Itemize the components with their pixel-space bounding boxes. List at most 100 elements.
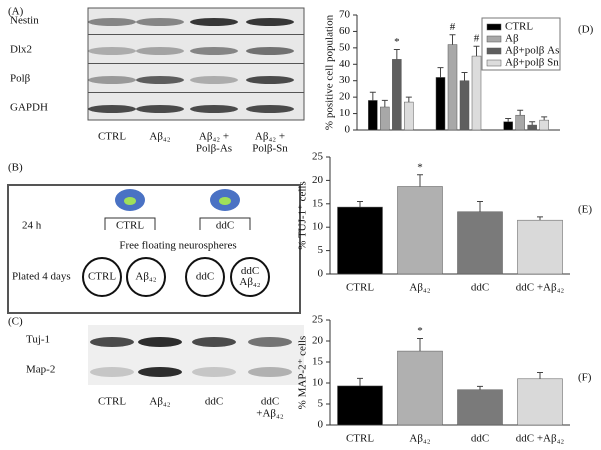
y-tick-label: 20 bbox=[312, 335, 324, 347]
blot-band bbox=[136, 47, 184, 55]
blot-band bbox=[248, 337, 292, 347]
error-bar bbox=[505, 118, 512, 122]
bar bbox=[368, 100, 378, 131]
legend-label: CTRL bbox=[505, 21, 533, 33]
lane-label: ddC bbox=[205, 396, 223, 408]
y-tick-label: 15 bbox=[312, 356, 324, 368]
group-label: CTRL bbox=[116, 220, 144, 232]
error-bar bbox=[381, 99, 388, 107]
blot-band bbox=[138, 367, 182, 377]
error-bar bbox=[477, 385, 483, 390]
y-tick-label: 20 bbox=[339, 91, 351, 103]
error-bar bbox=[537, 372, 543, 379]
significance-mark: * bbox=[394, 36, 400, 48]
bracket bbox=[199, 217, 251, 230]
bar bbox=[435, 77, 446, 131]
well-label: ddC bbox=[241, 265, 259, 277]
x-tick-label: ddC bbox=[471, 433, 489, 445]
bar bbox=[503, 121, 513, 131]
y-tick-label: 5 bbox=[318, 398, 324, 410]
blot-row-label: Nestin bbox=[10, 15, 39, 27]
lane-label: Aβ₄₂ + bbox=[255, 131, 285, 143]
well bbox=[185, 257, 225, 297]
well bbox=[82, 257, 122, 297]
blot-band bbox=[246, 18, 294, 26]
y-tick-label: 50 bbox=[339, 41, 351, 53]
y-tick-label: 0 bbox=[318, 419, 324, 431]
blot-divider bbox=[88, 63, 304, 64]
bracket bbox=[104, 217, 156, 230]
blot-band bbox=[90, 337, 134, 347]
blot-band bbox=[88, 18, 136, 26]
blot-band bbox=[136, 18, 184, 26]
error-bar bbox=[357, 377, 363, 386]
y-axis-label: % TUJ-1⁺ cells bbox=[297, 181, 309, 250]
error-bar bbox=[541, 116, 548, 121]
bar bbox=[457, 389, 503, 426]
blot-band bbox=[248, 367, 292, 377]
error-bar bbox=[417, 337, 423, 352]
x-tick-label: Aβ₄₂ bbox=[409, 433, 430, 445]
blot-band bbox=[90, 367, 134, 377]
legend-label: Aβ bbox=[505, 33, 519, 45]
legend-swatch bbox=[486, 23, 502, 31]
legend-swatch bbox=[486, 47, 502, 55]
panel-label: (E) bbox=[578, 204, 592, 216]
significance-mark: # bbox=[450, 21, 456, 33]
bar bbox=[459, 80, 470, 131]
lane-label: Aβ₄₂ bbox=[149, 396, 170, 408]
blot-band bbox=[190, 18, 238, 26]
error-bar bbox=[477, 200, 483, 212]
y-tick-label: 15 bbox=[312, 197, 324, 209]
blot-band bbox=[190, 76, 238, 84]
blot-band bbox=[136, 105, 184, 113]
time-label: 24 h bbox=[22, 220, 42, 232]
error-bar bbox=[461, 72, 468, 81]
bar bbox=[337, 206, 383, 275]
panel-label: (B) bbox=[8, 162, 23, 174]
error-bar bbox=[517, 109, 524, 116]
blot-band bbox=[192, 367, 236, 377]
error-bar bbox=[369, 91, 376, 101]
blot-row-label: GAPDH bbox=[10, 102, 48, 114]
blot-row-label: Polβ bbox=[10, 73, 31, 85]
panel-label: (F) bbox=[578, 372, 592, 384]
y-tick-label: 40 bbox=[339, 58, 351, 70]
blot-band bbox=[246, 105, 294, 113]
significance-mark: * bbox=[417, 161, 423, 173]
well bbox=[230, 257, 270, 297]
y-tick-label: 0 bbox=[318, 268, 324, 280]
neurosphere-core bbox=[219, 197, 231, 205]
y-tick-label: 5 bbox=[318, 244, 324, 256]
bar bbox=[471, 55, 482, 131]
legend-swatch bbox=[486, 59, 502, 67]
scheme-caption: Free floating neurospheres bbox=[119, 240, 236, 252]
y-axis-label: % MAP-2⁺ cells bbox=[297, 336, 309, 410]
bar bbox=[539, 119, 549, 131]
blot-divider bbox=[88, 92, 304, 93]
legend-swatch bbox=[486, 35, 502, 43]
well-label: Aβ₄₂ bbox=[135, 271, 156, 283]
error-bar bbox=[449, 34, 456, 45]
error-bar bbox=[529, 121, 536, 126]
well-label: Aβ₄₂ bbox=[239, 276, 260, 288]
blot-band bbox=[190, 105, 238, 113]
y-axis-label: % positive cell population bbox=[324, 14, 336, 130]
blot-band bbox=[88, 76, 136, 84]
significance-mark: # bbox=[474, 33, 480, 45]
blot-divider bbox=[88, 34, 304, 35]
error-bar bbox=[357, 200, 363, 208]
bar bbox=[397, 350, 443, 426]
x-tick-label: ddC +Aβ₄₂ bbox=[516, 433, 565, 445]
error-bar bbox=[473, 45, 480, 57]
blot-band bbox=[138, 337, 182, 347]
lane-label: ddC bbox=[261, 396, 279, 408]
bar bbox=[392, 59, 402, 131]
y-tick-label: 10 bbox=[312, 221, 324, 233]
bar bbox=[337, 385, 383, 426]
well-label: CTRL bbox=[88, 271, 116, 283]
well-label: ddC bbox=[196, 271, 214, 283]
error-bar bbox=[405, 96, 412, 103]
bar bbox=[527, 124, 537, 131]
